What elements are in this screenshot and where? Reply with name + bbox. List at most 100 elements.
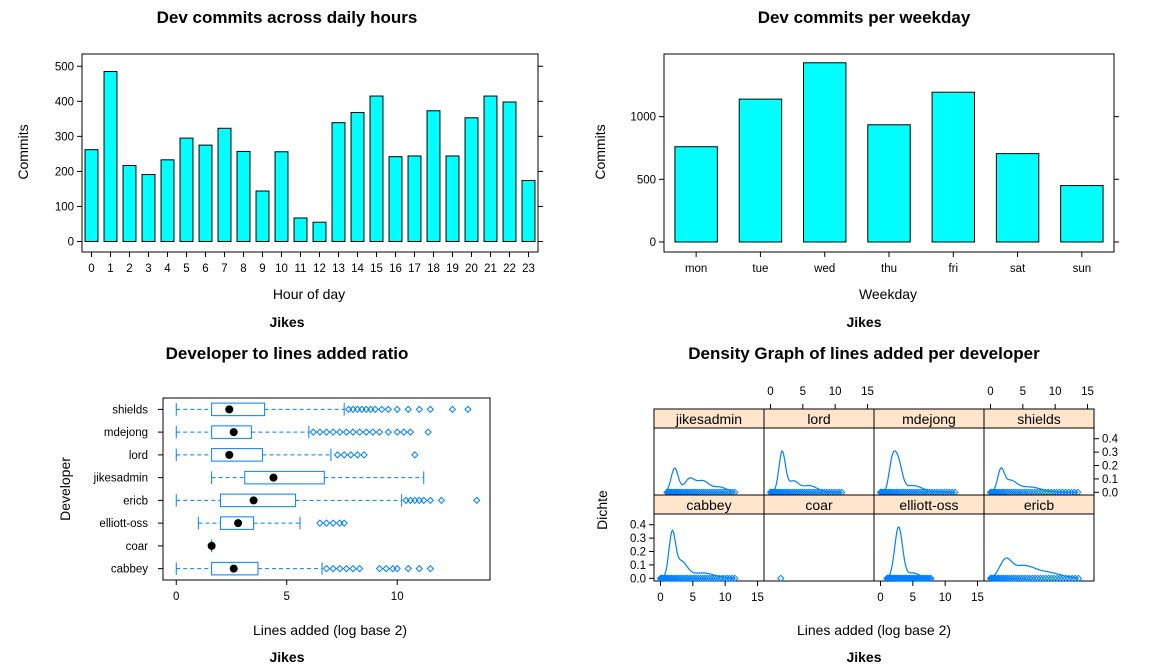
x-tick-label-top: 15 (1081, 386, 1094, 398)
box-cabbey (211, 561, 259, 576)
outlier-shields (371, 405, 379, 414)
x-tick-label-sat: sat (1010, 263, 1026, 275)
rug-point-ericb (1028, 574, 1037, 583)
bar-17 (407, 155, 422, 242)
rug-point-jikesadmin (697, 488, 706, 497)
bar-16 (388, 156, 403, 242)
bar-4 (160, 159, 175, 242)
rug-point-cabbey (705, 574, 714, 583)
x-tick-label-top: 10 (1049, 386, 1062, 398)
rug-point-cabbey (683, 574, 692, 583)
outlier-shields (464, 405, 472, 414)
dev-label-shields: shields (112, 404, 148, 416)
outlier-elliott-oss (329, 519, 337, 527)
rug-point-cabbey (715, 574, 724, 583)
bar-23 (521, 180, 536, 242)
x-tick-label-16: 16 (389, 263, 402, 275)
x-tick-label: 5 (284, 591, 290, 603)
rug-point-ericb (1068, 574, 1076, 583)
bar-tue (738, 98, 783, 243)
rug-point-cabbey (685, 574, 694, 583)
median-coar (207, 541, 216, 550)
outlier-shields (448, 405, 457, 414)
rug-point-cabbey (718, 574, 726, 583)
y-tick-label-left: 0.1 (630, 560, 646, 572)
hourly-chart-subtitle: Jikes (269, 314, 304, 330)
rug-point-ericb (1039, 574, 1047, 583)
dev-label-lord: lord (129, 450, 148, 462)
density-chart-subtitle: Jikes (846, 649, 881, 665)
rug-point-elliott-oss (924, 574, 932, 583)
outlier-lord (411, 451, 419, 459)
weekday-chart-title: Dev commits per weekday (758, 8, 971, 27)
box-shields (211, 402, 266, 417)
x-tick-label-9: 9 (259, 263, 265, 275)
bar-sun (1060, 185, 1104, 243)
bar-3 (141, 174, 156, 242)
bar-13 (331, 122, 346, 242)
rug-point-cabbey (720, 574, 729, 583)
x-tick-label-bottom: 15 (971, 592, 984, 604)
plot-frame (81, 53, 539, 253)
outlier-mdejong (384, 428, 393, 436)
bar-10 (274, 151, 289, 242)
rug-point-ericb (1036, 574, 1045, 583)
outlier-cabbey (382, 564, 390, 573)
x-tick-label-bottom: 10 (939, 592, 952, 604)
bar-22 (502, 101, 517, 242)
outlier-mdejong (342, 428, 351, 436)
dev-label-elliott-oss: elliott-oss (99, 518, 148, 530)
x-tick-label-2: 2 (126, 263, 132, 275)
y-tick-label: 500 (637, 174, 656, 186)
x-tick-label-wed: wed (813, 263, 835, 275)
outlier-mdejong (329, 428, 337, 436)
x-tick-label-7: 7 (221, 263, 227, 275)
strip-label-shields: shields (1017, 411, 1061, 427)
outlier-ericb (473, 496, 481, 505)
x-tick-label-20: 20 (465, 263, 478, 275)
outlier-lord (340, 451, 348, 459)
bar-mon (674, 146, 718, 243)
bar-12 (312, 221, 327, 242)
rug-point-lord (802, 488, 811, 497)
x-tick-label-23: 23 (522, 263, 535, 275)
x-tick-label-top: 0 (767, 386, 773, 398)
y-tick-label: 1000 (630, 112, 656, 124)
rug-point-ericb (993, 574, 1001, 583)
x-tick-label-4: 4 (164, 263, 171, 275)
outlier-cabbey (375, 564, 384, 573)
x-tick-label-bottom: 0 (877, 592, 883, 604)
y-tick-label: 300 (55, 131, 74, 143)
rug-point-jikesadmin (708, 488, 716, 497)
bar-0 (84, 149, 99, 242)
bar-14 (350, 112, 365, 242)
y-tick-label-right: 0.3 (1102, 447, 1118, 459)
density-curve-elliott-oss (886, 526, 931, 579)
bar-5 (179, 137, 194, 242)
y-tick-label-right: 0.4 (1102, 434, 1119, 446)
outlier-cabbey (393, 564, 401, 573)
bar-19 (445, 155, 460, 242)
rug-point-ericb (1050, 574, 1058, 583)
outlier-shields (393, 405, 401, 414)
hourly-chart-plot: 0 1 2 3 4 5 6 7 8 9 10 11 12 13 14 15 16 17 18 19 20 21 22 2301… (55, 53, 543, 275)
outlier-ericb (420, 496, 428, 505)
rug-point-ericb (1044, 574, 1053, 583)
rug-point-cabbey (667, 574, 676, 583)
outlier-mdejong (336, 428, 344, 436)
rug-point-cabbey (728, 574, 736, 583)
dev-label-mdejong: mdejong (104, 427, 148, 439)
density-curve-shields (990, 466, 1078, 493)
x-tick-label-6: 6 (202, 263, 208, 275)
rug-point-lord (796, 488, 805, 497)
x-tick-label-17: 17 (408, 263, 421, 275)
rug-point-lord (804, 488, 813, 497)
median-cabbey (229, 564, 238, 573)
x-tick-label-bottom: 5 (690, 592, 696, 604)
x-tick-label-15: 15 (370, 263, 383, 275)
outlier-mdejong (322, 428, 331, 436)
x-tick-label-3: 3 (145, 263, 151, 275)
dev-label-jikesadmin: jikesadmin (93, 473, 148, 485)
x-tick-label-top: 5 (1020, 386, 1026, 398)
